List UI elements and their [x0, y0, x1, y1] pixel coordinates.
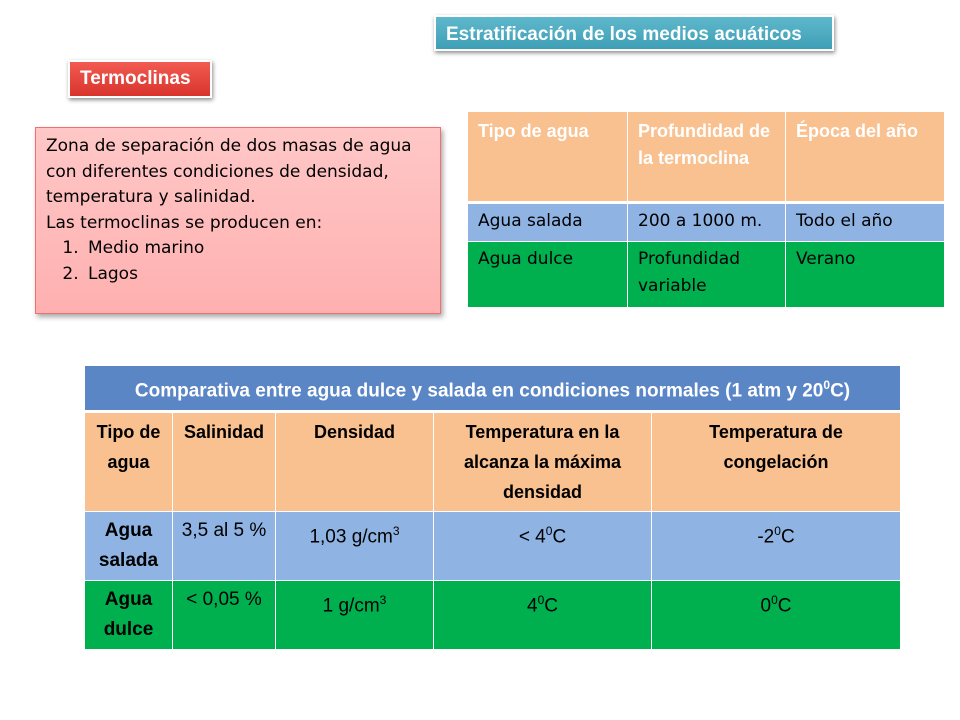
header-temp-congelacion: Temperatura de congelación [650, 410, 902, 513]
densidad-cell: 1 g/cm3 [275, 580, 434, 651]
comparison-title-end: C) [830, 380, 851, 402]
comparison-title-text: Comparativa entre agua dulce y salada en… [134, 380, 824, 402]
superscript: 3 [392, 524, 400, 539]
header-epoca: Época del año [785, 111, 945, 204]
header-densidad: Densidad [275, 410, 434, 513]
tmax-value: < 4 [518, 526, 546, 548]
table-row: Agua dulce < 0,05 % 1 g/cm3 40C 00C [84, 580, 902, 651]
row-name: Agua salada [84, 511, 173, 582]
description-box: Zona de separación de dos masas de agua … [35, 127, 441, 314]
tmax-unit: C [544, 595, 558, 617]
densidad-value: 1 g/cm [322, 595, 380, 617]
tcong-unit: C [780, 526, 795, 548]
comparison-table: Comparativa entre agua dulce y salada en… [83, 364, 902, 651]
tmax-cell: 40C [433, 580, 652, 651]
table-cell: 200 a 1000 m. [627, 202, 786, 242]
table-row: Agua dulce Profundidad variable Verano [467, 241, 945, 308]
comparison-title: Comparativa entre agua dulce y salada en… [83, 364, 902, 413]
table-cell: Agua dulce [467, 241, 628, 308]
header-temp-max-densidad: Temperatura en la alcanza la máxima dens… [433, 410, 652, 513]
table-cell: Verano [785, 241, 945, 308]
header-salinidad: Salinidad [172, 410, 276, 513]
tmax-cell: < 40C [433, 511, 652, 582]
table-cell: Todo el año [785, 202, 945, 242]
superscript: 0 [545, 524, 553, 539]
superscript: 3 [379, 593, 387, 608]
row-name: Agua dulce [84, 580, 173, 651]
tcong-value: -2 [757, 526, 775, 548]
table-cell: Agua salada [467, 202, 628, 242]
tcong-cell: -20C [650, 511, 902, 582]
description-text: Zona de separación de dos masas de agua … [46, 136, 412, 207]
tcong-value: 0 [760, 595, 772, 617]
list-item: Lagos [84, 262, 430, 288]
superscript: 0 [774, 524, 781, 539]
header-profundidad: Profundidad de la termoclina [627, 111, 786, 204]
thermocline-table: Tipo de agua Profundidad de la termoclin… [467, 111, 945, 308]
tcong-cell: 00C [650, 580, 902, 651]
tmax-unit: C [552, 526, 567, 548]
densidad-cell: 1,03 g/cm3 [275, 511, 434, 582]
tmax-value: 4 [527, 595, 538, 617]
superscript: 0 [537, 593, 545, 608]
salinidad-cell: < 0,05 % [172, 580, 276, 651]
superscript: 0 [771, 593, 778, 608]
header-tipo-agua: Tipo de agua [467, 111, 628, 204]
superscript: 0 [823, 378, 831, 392]
description-list: Medio marino Lagos [46, 236, 430, 287]
slide-title: Estratificación de los medios acuáticos [434, 15, 834, 51]
list-item: Medio marino [84, 236, 430, 262]
table-row: Agua salada 3,5 al 5 % 1,03 g/cm3 < 40C … [84, 511, 902, 582]
section-subtitle: Termoclinas [68, 60, 212, 98]
table-cell: Profundidad variable [627, 241, 786, 308]
salinidad-cell: 3,5 al 5 % [172, 511, 276, 582]
tcong-unit: C [777, 595, 792, 617]
header-tipo-agua: Tipo de agua [84, 410, 173, 513]
densidad-value: 1,03 g/cm [309, 526, 393, 548]
table-row: Agua salada 200 a 1000 m. Todo el año [467, 202, 945, 242]
description-intro: Las termoclinas se producen en: [46, 212, 323, 233]
